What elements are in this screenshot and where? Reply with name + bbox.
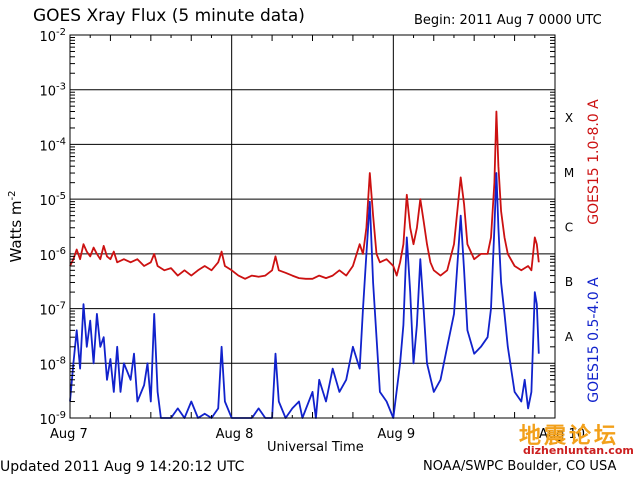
x-tick-label: Aug 10 — [539, 427, 585, 442]
series-label-long: GOES15 1.0-8.0 A — [586, 99, 602, 225]
flare-class-label: C — [565, 221, 573, 235]
flare-class-label: X — [565, 111, 573, 125]
chart-title: GOES Xray Flux (5 minute data) — [33, 6, 305, 26]
chart-ticks: 10-9 10-8 10-7 10-6 10-5 10-4 10-3 10-2 Aug 7 Aug… — [39, 27, 585, 442]
x-tick-label: Aug 8 — [216, 427, 254, 442]
series-label-short: GOES15 0.5-4.0 A — [586, 277, 602, 403]
flare-class-label: B — [565, 275, 573, 289]
y-axis-label: Watts m-2 — [7, 190, 25, 262]
watermark-chinese: 地震论坛 — [519, 423, 620, 449]
updated-timestamp: Updated 2011 Aug 9 14:20:12 UTC — [0, 459, 245, 475]
y-tick-label: 10-2 — [39, 27, 66, 45]
begin-time-label: Begin: 2011 Aug 7 0000 UTC — [414, 13, 602, 28]
plot-frame — [69, 34, 556, 419]
y-tick-label: 10-3 — [39, 82, 66, 100]
chart-series-layer — [69, 110, 540, 419]
y-tick-label: 10-4 — [39, 136, 66, 154]
y-tick-label: 10-9 — [39, 410, 66, 428]
watermark-url: dizhenluntan.com — [523, 444, 634, 457]
x-tick-label: Aug 9 — [377, 427, 415, 442]
chart-grid — [70, 35, 555, 418]
x-tick-label: Aug 7 — [50, 427, 88, 442]
series-line-long — [69, 110, 540, 280]
y-tick-label: 10-5 — [39, 191, 66, 209]
y-tick-label: 10-6 — [39, 246, 66, 264]
y-tick-label: 10-8 — [39, 355, 66, 373]
series-line-short — [69, 172, 540, 419]
x-axis-label: Universal Time — [267, 440, 364, 455]
flare-class-label: A — [565, 330, 574, 344]
flare-class-label: M — [564, 166, 574, 180]
source-credit: NOAA/SWPC Boulder, CO USA — [423, 459, 617, 474]
y-tick-label: 10-7 — [39, 301, 66, 319]
